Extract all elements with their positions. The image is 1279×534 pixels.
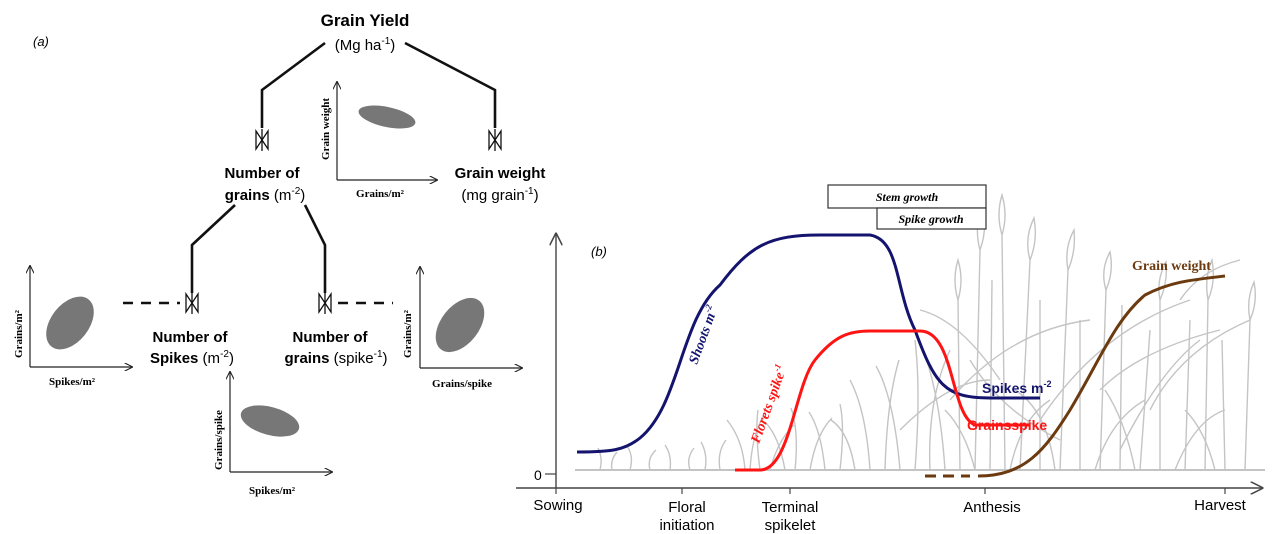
grain-weight-unit: (mg grain-1) <box>461 186 538 204</box>
number-of-spikes-line1: Number of <box>153 329 229 346</box>
plot-grains-vs-spikes: Grains/m² Spikes/m² <box>13 266 132 388</box>
plot-grains-per-spike-vs-spikes: Grains/spike Spikes/m² <box>213 372 332 497</box>
correlation-ellipse <box>37 288 104 359</box>
number-of-grains-spike-line2: grains (spike-1) <box>284 349 387 367</box>
correlation-ellipse <box>237 400 302 443</box>
plot-xlabel: Grains/m² <box>356 188 405 200</box>
valve-icon <box>319 292 331 314</box>
grain-yield-unit: (Mg ha-1) <box>335 36 396 54</box>
number-of-grains-spike-line1: Number of <box>293 329 369 346</box>
plot-ylabel: Grains/m² <box>13 309 25 358</box>
x-ticks <box>556 488 1225 494</box>
plot-grains-vs-grains-per-spike: Grains/m² Grains/spike <box>402 267 522 390</box>
plot-grain-weight-vs-grains: Grain weight Grains/m² <box>320 82 437 200</box>
number-of-grains-m2-line2: grains (m-2) <box>225 186 306 204</box>
grain-weight-title: Grain weight <box>455 165 546 182</box>
grains-spike-label: Grainsspike <box>967 417 1047 433</box>
valve-icon <box>256 129 268 151</box>
valve-symbols <box>186 129 501 314</box>
valve-icon <box>489 129 501 151</box>
zero-label: 0 <box>534 467 542 483</box>
plot-xlabel: Spikes/m² <box>49 376 96 388</box>
x-tick-terminal-1: Terminal <box>762 499 819 516</box>
florets-label: Florets spike-1 <box>746 362 791 446</box>
plot-ylabel: Grains/spike <box>213 410 225 470</box>
number-of-grains-m2-line1: Number of <box>225 165 301 182</box>
panel-a-label: (a) <box>33 34 49 49</box>
stem-growth-label: Stem growth <box>876 190 939 204</box>
plot-ylabel: Grains/m² <box>402 309 414 358</box>
plot-xlabel: Grains/spike <box>432 378 492 390</box>
valve-icon <box>186 292 198 314</box>
x-tick-terminal-2: spikelet <box>765 517 817 534</box>
correlation-ellipse <box>357 101 418 133</box>
grain-yield-title: Grain Yield <box>321 11 410 30</box>
plot-xlabel: Spikes/m² <box>249 485 296 497</box>
correlation-ellipse <box>426 289 494 361</box>
x-tick-harvest: Harvest <box>1194 497 1247 514</box>
panel-b: (b) Stem growth Spike growth 0 Sowing Fl… <box>516 185 1265 534</box>
number-of-spikes-line2: Spikes (m-2) <box>150 349 234 367</box>
x-tick-floral-1: Floral <box>668 499 706 516</box>
panel-b-label: (b) <box>591 244 607 259</box>
spikes-label: Spikes m-2 <box>982 379 1052 396</box>
plot-ylabel: Grain weight <box>320 98 332 160</box>
x-tick-floral-2: initiation <box>659 517 714 534</box>
x-tick-sowing: Sowing <box>533 497 582 514</box>
spike-growth-label: Spike growth <box>898 212 963 226</box>
panel-a: (a) Grain Yield (Mg ha-1) Number of grai… <box>13 11 545 497</box>
x-tick-anthesis: Anthesis <box>963 499 1021 516</box>
grain-weight-label: Grain weight <box>1132 259 1211 274</box>
